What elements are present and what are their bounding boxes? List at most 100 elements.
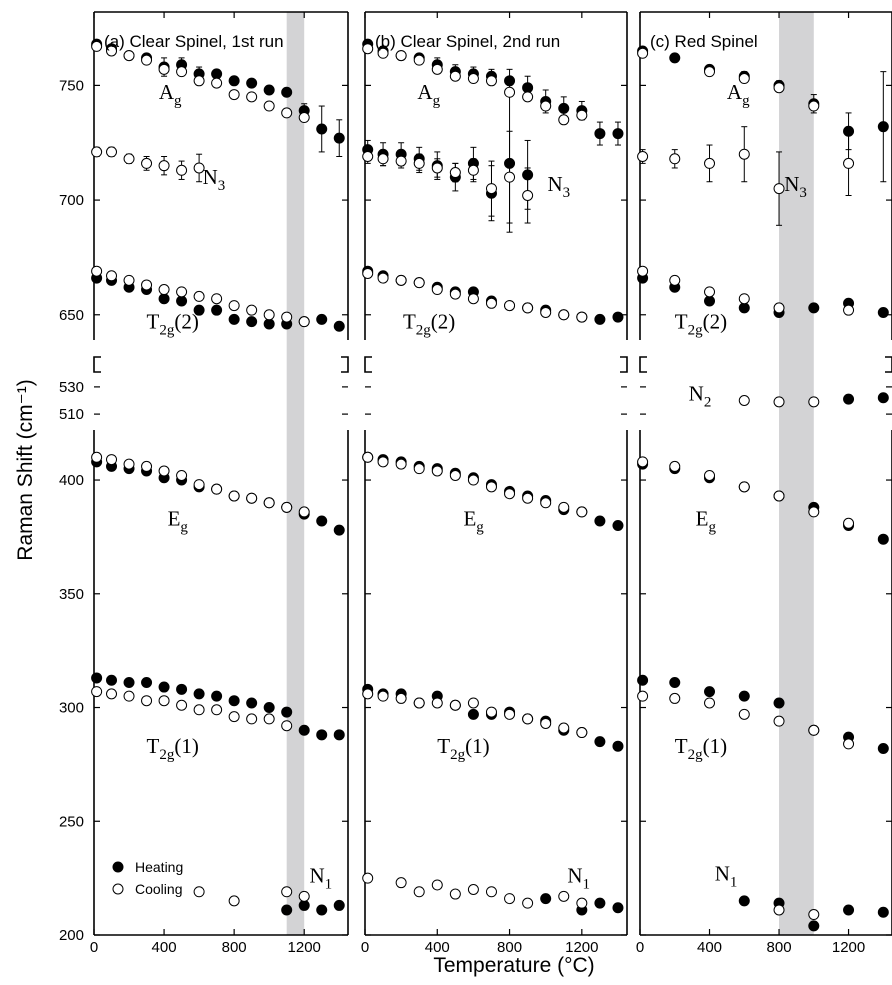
cooling-point-Eg [504,488,516,500]
legend-cooling-label: Cooling [135,881,182,897]
cooling-point-N1 [485,886,497,898]
heating-point-T2g(2) [612,311,624,323]
cooling-point-Eg [211,483,223,495]
ytick-label: 250 [59,813,84,830]
cooling-point-T2g(1) [808,724,820,736]
heating-point-Ag [263,84,275,96]
cooling-point-Eg [281,501,293,513]
cooling-point-Ag [377,47,389,59]
cooling-point-T2g(1) [773,715,785,727]
cooling-point-T2g(2) [522,302,534,314]
cooling-point-Eg [808,506,820,518]
cooling-point-Eg [176,469,188,481]
cooling-point-T2g(2) [576,311,588,323]
heating-point-T2g(1) [704,686,716,698]
heating-point-Ag [877,121,889,133]
cooling-point-T2g(2) [106,270,118,282]
heating-point-T2g(1) [738,690,750,702]
heating-point-T2g(1) [263,702,275,714]
cooling-point-N1 [449,888,461,900]
heating-point-N1 [843,904,855,916]
cooling-point-T2g(2) [246,304,258,316]
cooling-point-Eg [362,451,374,463]
heating-point-T2g(2) [228,313,240,325]
heating-point-T2g(2) [316,313,328,325]
cooling-point-N3 [843,157,855,169]
cooling-point-T2g(1) [637,690,649,702]
cooling-point-N3 [377,153,389,165]
heating-point-T2g(1) [141,677,153,688]
cooling-point-T2g(2) [431,284,443,296]
cooling-point-Ag [637,47,649,59]
heating-point-N1 [738,895,750,907]
heating-point-T2g(1) [106,674,118,686]
cooling-point-Eg [91,451,103,463]
cooling-point-Ag [123,50,135,62]
cooling-point-T2g(2) [211,293,223,305]
panel-2-xtick-label: 1200 [832,939,865,956]
cooling-point-T2g(2) [176,286,188,298]
cooling-point-Eg [377,456,389,468]
cooling-point-N3 [637,151,649,163]
cooling-point-T2g(2) [362,267,374,279]
panel-2-right-break [885,356,892,373]
ytick-label: 750 [59,77,84,94]
cooling-point-T2g(1) [431,697,443,709]
cooling-point-N3 [773,183,785,195]
panel-0-title: (a) Clear Spinel, 1st run [104,32,284,51]
heating-point-T2g(1) [193,688,205,700]
heating-point-N1 [808,920,820,932]
panel-1-xtick-label: 0 [361,939,369,956]
cooling-point-N1 [808,909,820,921]
cooling-point-N3 [158,160,170,172]
heating-point-Eg [316,515,328,527]
panel-0-xtick-label: 400 [152,939,177,956]
ytick-label: 700 [59,192,84,209]
cooling-point-Ag [211,77,223,89]
heating-point-N1 [877,906,889,918]
cooling-point-Eg [106,454,118,466]
cooling-point-Ag [449,70,461,82]
panel-2-title: (c) Red Spinel [650,32,758,51]
heating-point-Ag [281,86,293,98]
mode-label-Eg: Eg [168,507,189,536]
heating-point-Eg [333,524,345,536]
cooling-point-N1 [773,904,785,916]
cooling-point-Ag [281,107,293,119]
heating-point-T2g(2) [877,306,889,318]
cooling-point-T2g(2) [91,265,103,277]
cooling-point-T2g(2) [704,286,716,298]
heating-point-T2g(2) [704,295,716,307]
cooling-point-T2g(1) [91,686,103,698]
cooling-point-N3 [91,146,103,158]
cooling-point-T2g(2) [377,272,389,284]
cooling-point-T2g(1) [141,695,153,707]
cooling-point-Ag [738,73,750,85]
mode-label-T2g: T2g(2) [147,310,199,339]
heating-point-T2g(1) [637,674,649,686]
cooling-point-Eg [263,497,275,509]
cooling-point-Ag [704,66,716,78]
heating-point-T2g(1) [298,724,310,736]
cooling-point-T2g(1) [485,706,497,718]
panel-0-xtick-label: 1200 [288,939,321,956]
heating-point-Ag [211,68,223,80]
cooling-point-T2g(1) [123,690,135,702]
cooling-point-Eg [246,492,258,504]
heating-point-T2g(1) [158,681,170,693]
heating-point-N1 [281,904,293,916]
heating-point-Ag [246,77,258,89]
heating-point-Ag [669,52,681,64]
mode-label-T2g: T2g(2) [403,310,455,339]
heating-point-T2g(2) [193,304,205,316]
panel-0-xtick-label: 800 [222,939,247,956]
cooling-point-N1 [193,886,205,898]
cooling-point-T2g(1) [467,697,479,709]
cooling-point-Eg [413,463,425,475]
cooling-point-N1 [504,893,516,905]
heating-point-T2g(1) [246,697,258,709]
cooling-point-T2g(2) [540,306,552,318]
cooling-point-N1 [522,897,534,909]
cooling-point-N1 [298,890,310,902]
